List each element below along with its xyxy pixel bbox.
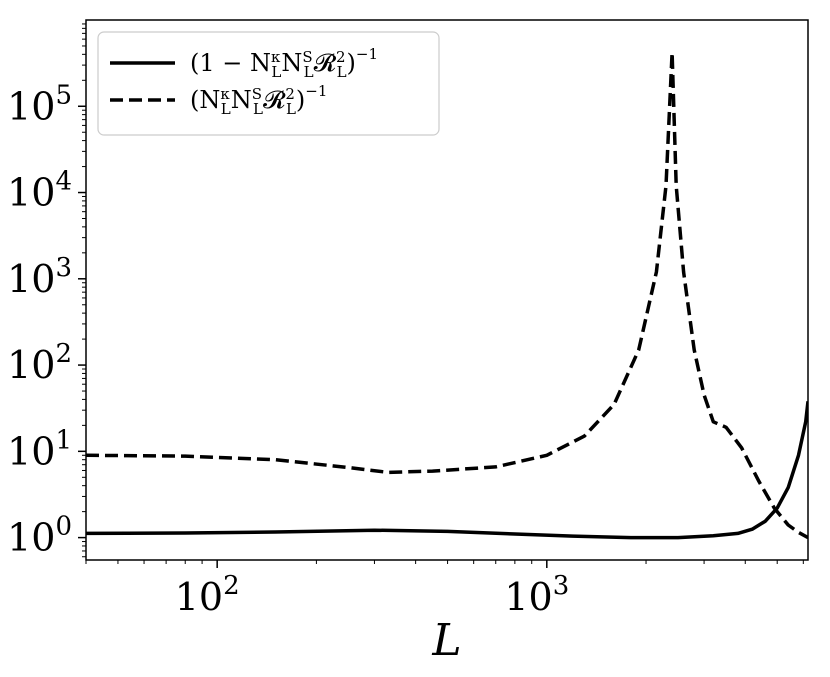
series-line-2 [86,50,808,540]
axis-ticks: 100 101 102 103 104 105 102 103 [7,23,804,619]
x-tick-label: 103 [504,571,569,619]
x-axis-title: L [431,615,461,666]
plot-frame [85,19,809,561]
y-tick-label: 102 [7,339,72,387]
legend-label: (Nκ LNS L𝓡2 L)−1 [190,82,327,118]
legend: (1 − Nκ LNS L𝓡2 L)−1(Nκ LNS L𝓡2 L)−1 [97,31,440,136]
plot-lines [86,50,808,540]
series-line-1 [86,401,808,540]
legend-label: (1 − Nκ LNS L𝓡2 L)−1 [190,45,378,81]
y-tick-label: 105 [7,80,72,128]
y-tick-label: 103 [7,253,72,301]
y-tick-label: 101 [7,425,72,473]
x-tick-label: 102 [175,571,240,619]
y-tick-label: 100 [7,512,72,560]
legend-box [97,31,440,136]
y-tick-label: 104 [7,167,72,215]
